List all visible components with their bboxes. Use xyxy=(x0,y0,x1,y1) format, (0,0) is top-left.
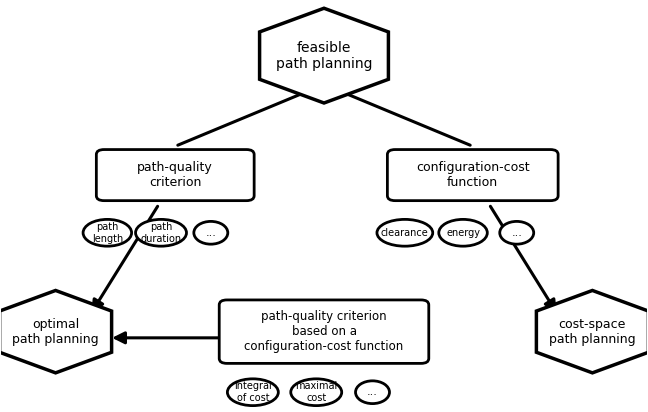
Ellipse shape xyxy=(83,219,132,246)
Polygon shape xyxy=(537,290,648,373)
Ellipse shape xyxy=(227,379,279,405)
Polygon shape xyxy=(0,290,111,373)
Ellipse shape xyxy=(439,219,487,246)
FancyBboxPatch shape xyxy=(97,150,254,201)
Text: ...: ... xyxy=(511,228,522,238)
Text: cost-space
path planning: cost-space path planning xyxy=(549,318,636,346)
Ellipse shape xyxy=(377,219,433,246)
Ellipse shape xyxy=(135,219,187,246)
Text: maximal
cost: maximal cost xyxy=(295,382,338,403)
Ellipse shape xyxy=(194,221,228,244)
Text: integral
of cost: integral of cost xyxy=(234,382,272,403)
Text: clearance: clearance xyxy=(381,228,429,238)
FancyBboxPatch shape xyxy=(388,150,558,201)
Text: energy: energy xyxy=(446,228,480,238)
Polygon shape xyxy=(260,8,388,103)
Text: path-quality
criterion: path-quality criterion xyxy=(137,161,213,189)
Ellipse shape xyxy=(356,381,389,404)
Ellipse shape xyxy=(500,221,534,244)
Text: ...: ... xyxy=(367,387,378,397)
Text: path
duration: path duration xyxy=(141,222,181,243)
Text: configuration-cost
function: configuration-cost function xyxy=(416,161,529,189)
Text: path
length: path length xyxy=(92,222,123,243)
Ellipse shape xyxy=(291,379,341,405)
Text: path-quality criterion
based on a
configuration-cost function: path-quality criterion based on a config… xyxy=(244,310,404,353)
Text: feasible
path planning: feasible path planning xyxy=(276,40,372,71)
Text: ...: ... xyxy=(205,228,216,238)
Text: optimal
path planning: optimal path planning xyxy=(12,318,99,346)
FancyBboxPatch shape xyxy=(219,300,429,363)
